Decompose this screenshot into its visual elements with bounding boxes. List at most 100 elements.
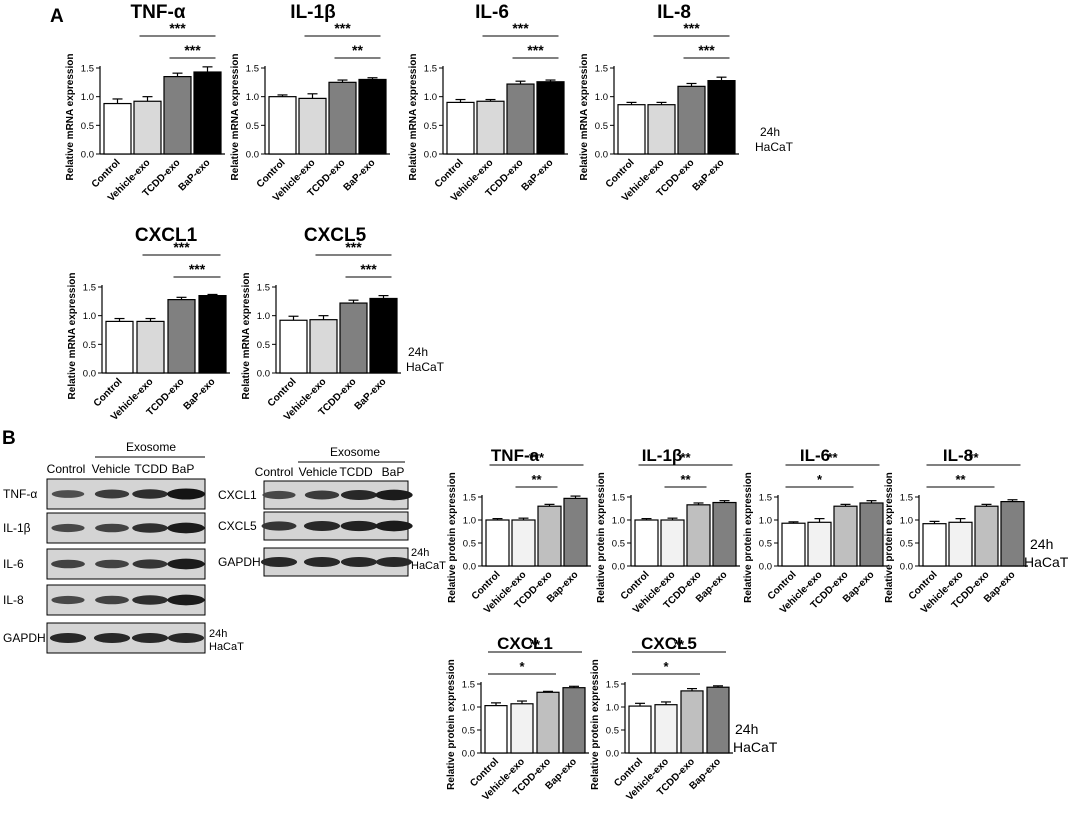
blot-band <box>167 488 205 500</box>
chart-6: CXCL5 0.0 0.5 1.0 1.5 Relative mRNA expressio… <box>241 225 401 423</box>
bar-vehicle-exo <box>476 100 505 155</box>
bar-vehicle-exo <box>133 100 162 155</box>
y-axis-label: Relative mRNA expression <box>230 54 241 181</box>
significance-label: ** <box>680 472 691 487</box>
chart-title: TNF-a <box>491 446 540 465</box>
significance-label: *** <box>184 42 201 58</box>
note-time-a2: 24h <box>408 345 428 359</box>
significance-label: * <box>663 659 669 674</box>
blot-row-label: GAPDH <box>3 631 46 645</box>
y-tick-label: 0.0 <box>81 150 94 161</box>
significance-label: ** <box>827 450 838 465</box>
category-label: BaP-exo <box>177 157 213 193</box>
note-cell-a2: HaCaT <box>406 360 445 374</box>
bar-bap-exo <box>712 501 737 567</box>
blot-band <box>132 595 168 605</box>
significance-label: *** <box>173 239 190 255</box>
y-tick-label: 1.0 <box>463 516 476 527</box>
chart-2: IL-1β 0.0 0.5 1.0 1.5 Relative mRNA expressio… <box>230 2 390 204</box>
y-tick-label: 1.5 <box>462 680 475 691</box>
bar-control <box>279 319 308 374</box>
blot-band <box>51 559 85 569</box>
bar-control <box>485 519 510 567</box>
blot-band <box>94 489 130 499</box>
category-label: BaP-exo <box>520 157 556 193</box>
blot-band <box>167 558 205 570</box>
bar-tcdd-exo <box>833 505 858 567</box>
y-axis-label: Relative protein expression <box>446 659 457 790</box>
blot-band <box>340 490 378 500</box>
y-axis-label: Relative protein expression <box>447 472 458 603</box>
blot-band <box>375 520 413 532</box>
chart-1: TNF-α 0.0 0.5 1.0 1.5 Relative mRNA expressio… <box>65 2 225 204</box>
bar-bap-exo <box>536 81 565 155</box>
blot-lane-label: TCDD <box>339 465 373 479</box>
panel-b-label: B <box>2 428 16 449</box>
panel-a-label: A <box>50 6 64 27</box>
y-axis-label: Relative mRNA expression <box>241 273 252 400</box>
blot-band <box>132 559 168 569</box>
y-tick-label: 0.0 <box>424 150 437 161</box>
y-tick-label: 1.0 <box>257 311 270 322</box>
chart-title: IL-8 <box>943 446 973 465</box>
significance-label: *** <box>512 20 529 36</box>
bar-control <box>634 519 659 567</box>
y-tick-label: 0.5 <box>900 539 913 550</box>
bar-control <box>617 104 646 155</box>
bar-control <box>103 102 132 155</box>
note-cell-blot2: HaCaT <box>411 560 446 572</box>
y-tick-label: 0.0 <box>257 369 270 380</box>
blot-row-label: IL-1β <box>3 521 31 535</box>
bar-control <box>484 705 508 754</box>
blot-band <box>303 557 341 567</box>
bar-tcdd-exo <box>339 302 368 374</box>
chart-7: TNF-a 0.0 0.5 1.0 1.5 Relative protein expres… <box>447 446 591 616</box>
significance-label: * <box>817 472 823 487</box>
note-time-b1: 24h <box>1030 536 1053 552</box>
bar-tcdd-exo <box>537 505 562 567</box>
bar-vehicle-exo <box>807 521 832 567</box>
significance-label: *** <box>527 42 544 58</box>
y-tick-label: 1.5 <box>246 64 259 75</box>
blot-band <box>340 557 378 567</box>
blot-band <box>303 521 341 531</box>
y-axis-label: Relative mRNA expression <box>65 54 76 181</box>
bar-tcdd-exo <box>163 75 192 155</box>
chart-9: IL-6 0.0 0.5 1.0 1.5 Relative protein express… <box>743 446 887 616</box>
y-tick-label: 1.5 <box>463 493 476 504</box>
blot-group-header: Exosome <box>126 440 176 454</box>
y-tick-label: 1.0 <box>83 311 96 322</box>
note-time-b2: 24h <box>735 721 758 737</box>
blot-row-label: CXCL1 <box>218 488 257 502</box>
y-axis-label: Relative protein expression <box>590 659 601 790</box>
blot-band <box>304 490 340 500</box>
y-axis-label: Relative protein expression <box>884 472 895 603</box>
blot-band <box>167 633 205 643</box>
y-tick-label: 1.0 <box>595 92 608 103</box>
y-tick-label: 0.0 <box>900 562 913 573</box>
category-label: BaP-exo <box>691 157 727 193</box>
blot-band <box>131 633 169 643</box>
bar-tcdd-exo <box>974 505 999 567</box>
y-tick-label: 1.5 <box>81 64 94 75</box>
bar-tcdd-exo <box>686 504 711 567</box>
y-axis-label: Relative protein expression <box>596 472 607 603</box>
chart-11: CXCL1 0.0 0.5 1.0 1.5 Relative protein expres… <box>446 634 589 803</box>
y-tick-label: 1.0 <box>462 703 475 714</box>
bar-bap-exo <box>707 80 736 155</box>
bar-control <box>446 101 475 155</box>
y-tick-label: 1.0 <box>900 516 913 527</box>
note-time-blot2: 24h <box>411 547 429 559</box>
bar-vehicle-exo <box>298 97 327 155</box>
y-tick-label: 0.0 <box>759 562 772 573</box>
blot-lane-label: Control <box>255 465 294 479</box>
bar-bap-exo <box>562 687 586 754</box>
bar-tcdd-exo <box>167 299 196 374</box>
category-label: BaP-exo <box>182 376 218 412</box>
significance-label: *** <box>169 20 186 36</box>
y-tick-label: 0.5 <box>595 121 608 132</box>
bar-bap-exo <box>706 686 730 754</box>
y-tick-label: 0.0 <box>606 749 619 760</box>
